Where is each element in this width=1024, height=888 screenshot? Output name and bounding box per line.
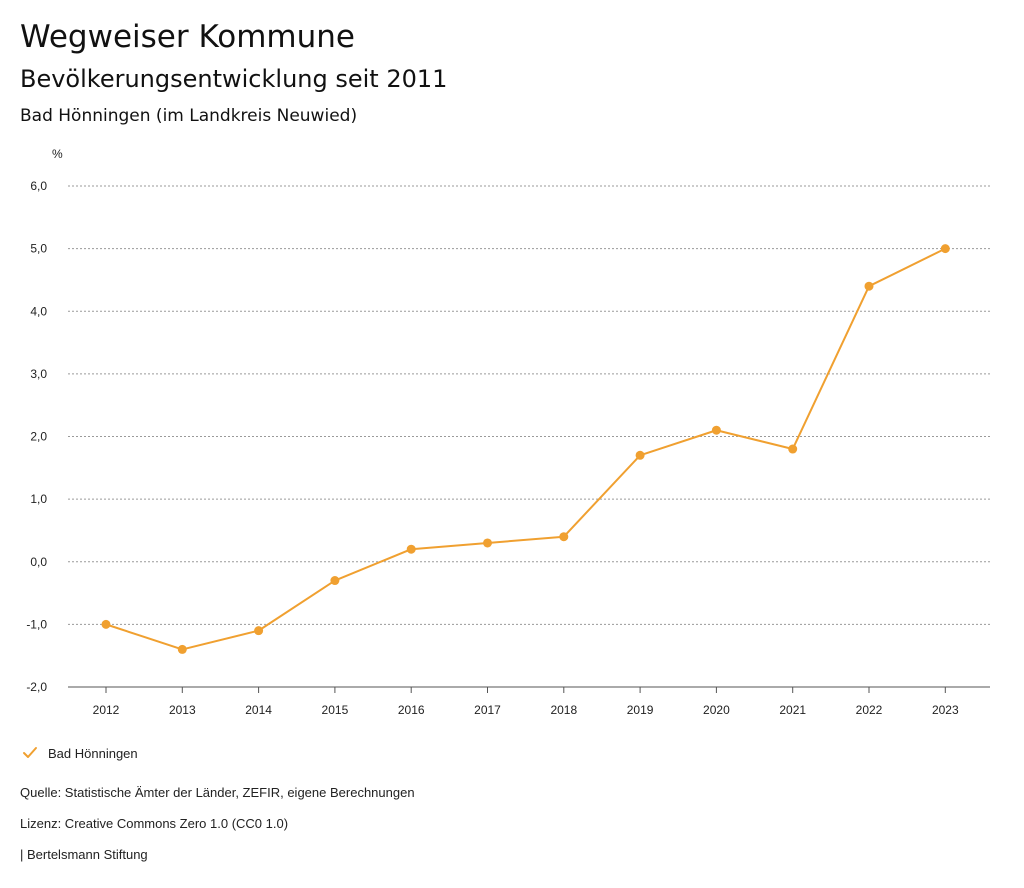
series-layer bbox=[101, 244, 950, 654]
y-tick-label: 1,0 bbox=[30, 492, 47, 506]
y-tick-label: -1,0 bbox=[26, 617, 47, 631]
y-tick-label: -2,0 bbox=[26, 680, 47, 694]
x-tick-label: 2020 bbox=[703, 703, 730, 717]
x-tick-label: 2017 bbox=[474, 703, 501, 717]
axis-layer: % 6,0 5,0 4,0 3,0 2,0 1,0 0,0 -1,0 -2,0 2012 2013 20… bbox=[26, 147, 990, 717]
data-point bbox=[101, 619, 111, 629]
data-point bbox=[330, 576, 340, 586]
x-tick-label: 2019 bbox=[627, 703, 654, 717]
legend[interactable]: Bad Hönningen bbox=[22, 745, 138, 761]
brand-note: | Bertelsmann Stiftung bbox=[20, 847, 148, 862]
data-point bbox=[483, 538, 492, 548]
data-point bbox=[406, 544, 416, 554]
checkmark-icon bbox=[23, 747, 37, 758]
data-point bbox=[559, 532, 569, 542]
line-chart: % 6,0 5,0 4,0 3,0 2,0 1,0 0,0 -1,0 -2,0 2012 2013 20… bbox=[26, 147, 990, 717]
source-note: Quelle: Statistische Ämter der Länder, Z… bbox=[20, 785, 415, 800]
y-tick-label: 5,0 bbox=[30, 242, 47, 256]
y-tick-label: 0,0 bbox=[30, 555, 47, 569]
y-tick-label: 2,0 bbox=[30, 430, 47, 444]
data-point bbox=[177, 644, 187, 654]
x-tick-label: 2012 bbox=[93, 703, 120, 717]
x-tick-label: 2021 bbox=[779, 703, 806, 717]
chart-subtitle: Bevölkerungsentwicklung seit 2011 bbox=[20, 65, 448, 93]
series-line bbox=[105, 247, 946, 651]
data-point bbox=[940, 244, 950, 254]
y-tick-label: 6,0 bbox=[30, 179, 47, 193]
data-point bbox=[711, 425, 721, 435]
page-title: Wegweiser Kommune bbox=[20, 19, 355, 55]
x-tick-label: 2013 bbox=[169, 703, 196, 717]
license-note: Lizenz: Creative Commons Zero 1.0 (CC0 1… bbox=[20, 816, 289, 831]
data-point bbox=[864, 281, 874, 291]
x-tick-label: 2014 bbox=[245, 703, 272, 717]
y-axis-unit-label: % bbox=[52, 147, 63, 161]
grid-layer bbox=[68, 185, 990, 688]
data-point bbox=[635, 450, 645, 460]
x-tick-label: 2016 bbox=[398, 703, 425, 717]
legend-label: Bad Hönningen bbox=[48, 745, 138, 761]
x-tick-label: 2015 bbox=[322, 703, 349, 717]
y-tick-label: 4,0 bbox=[30, 304, 47, 318]
y-tick-label: 3,0 bbox=[30, 367, 47, 381]
data-point bbox=[788, 444, 798, 454]
region-label: Bad Hönningen (im Landkreis Neuwied) bbox=[20, 106, 358, 126]
x-tick-label: 2023 bbox=[932, 703, 959, 717]
data-point bbox=[254, 626, 264, 636]
x-tick-label: 2022 bbox=[856, 703, 883, 717]
x-tick-label: 2018 bbox=[550, 703, 577, 717]
